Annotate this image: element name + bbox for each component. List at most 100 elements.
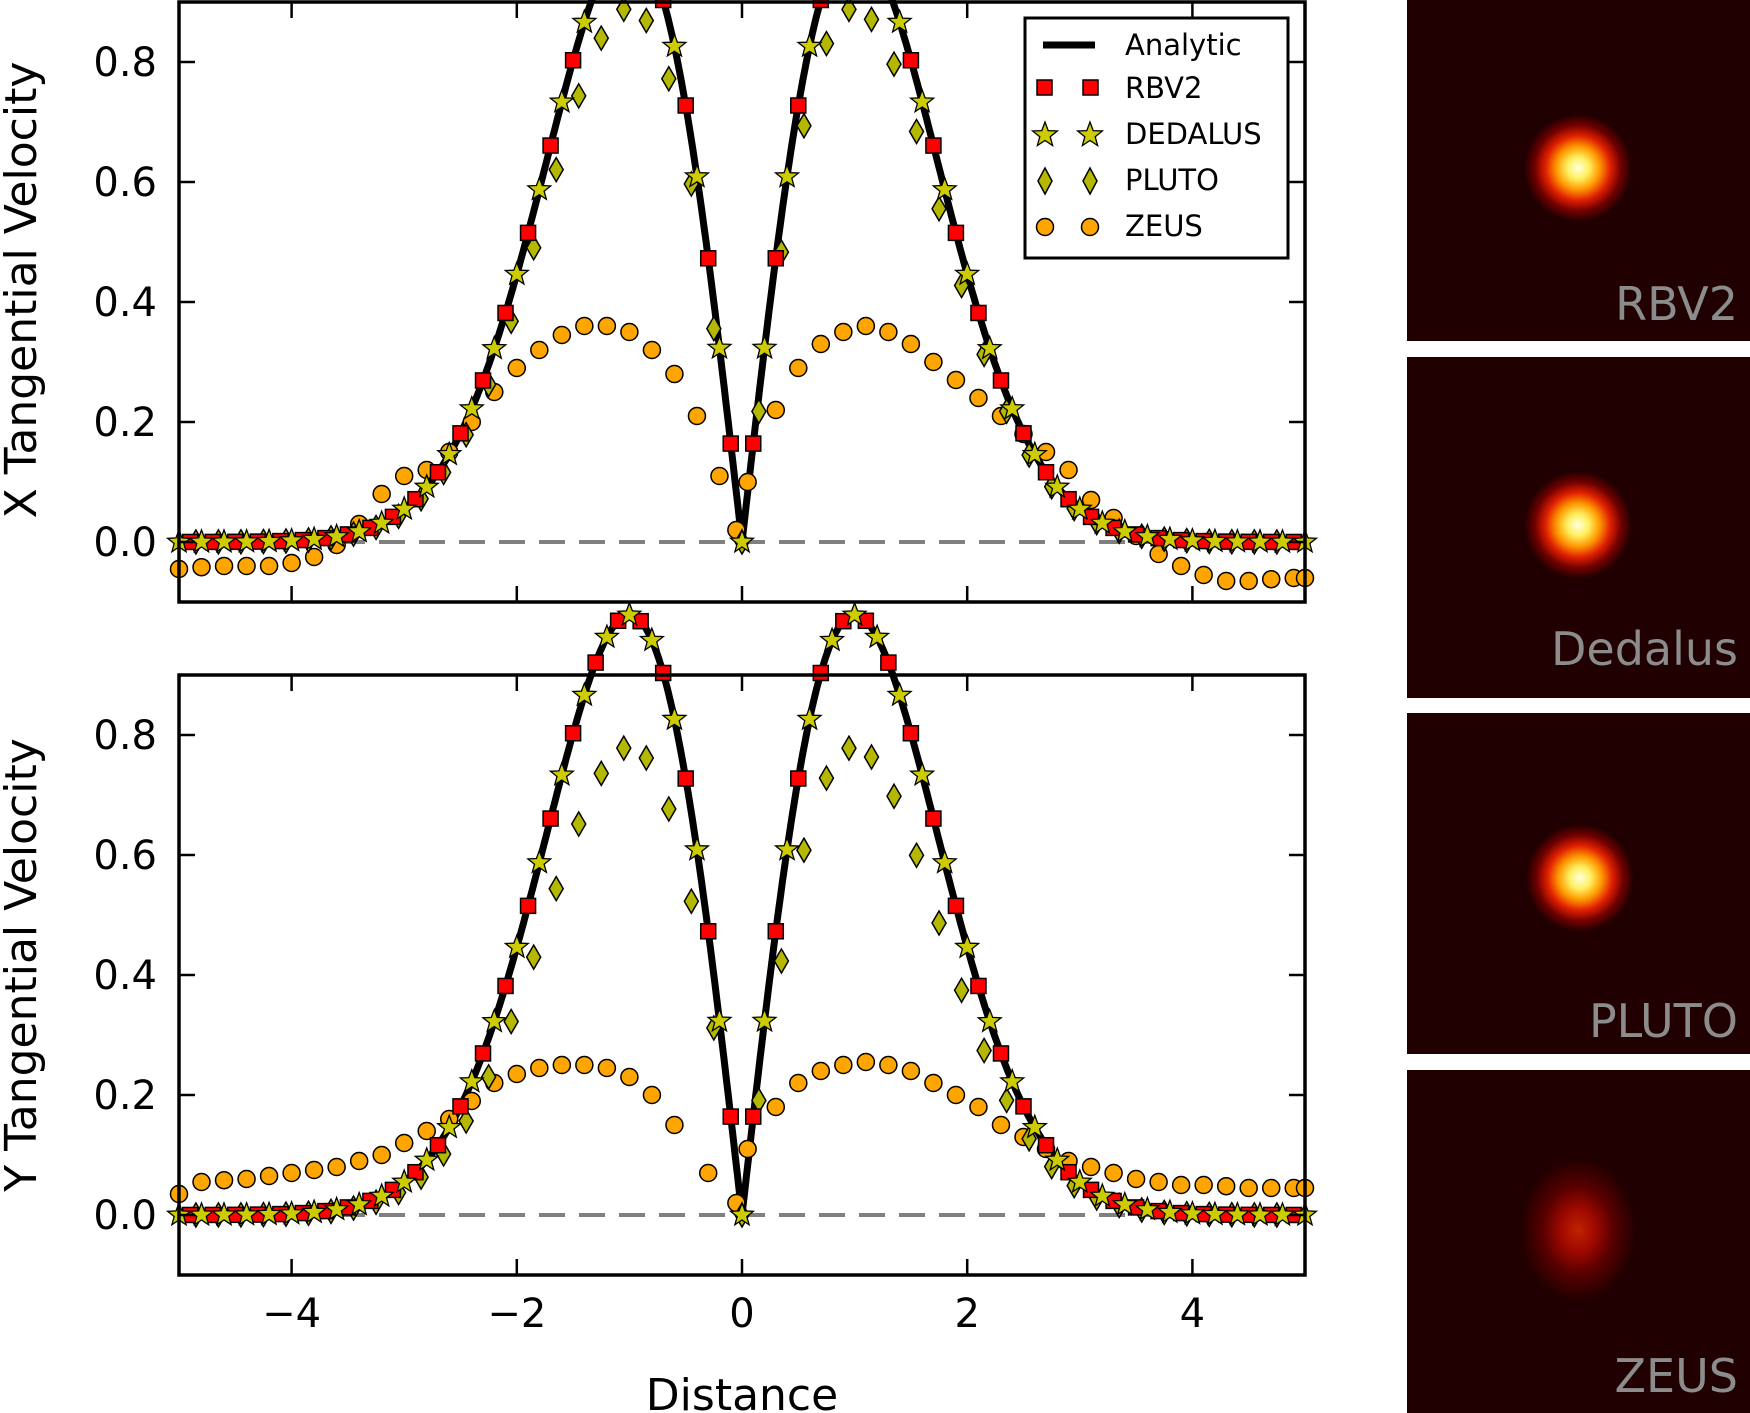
x-velocity-pluto-point: [570, 82, 587, 110]
y-velocity-pluto-point: [998, 1086, 1015, 1114]
y-velocity-rbv2-point: [992, 1045, 1010, 1062]
y-velocity-xtick-label: 0: [729, 1291, 754, 1337]
x-velocity-zeus-point: [946, 370, 966, 390]
x-velocity-rbv2-point: [1015, 425, 1032, 442]
y-velocity-plot: 0.0 0.2 0.4 0.6 0.8 −4 −2 0 2 4 Y Tangential Velo…: [0, 601, 1319, 1413]
y-velocity-zeus-point: [372, 1145, 391, 1165]
x-velocity-zeus-point: [766, 400, 786, 420]
y-velocity-rbv2-point: [970, 977, 987, 995]
y-velocity-dedalus-point: [548, 761, 576, 787]
x-velocity-pluto-point: [841, 0, 857, 23]
y-velocity-dedalus-point: [863, 623, 891, 649]
x-velocity-ytick-label: 0.8: [93, 40, 157, 86]
x-velocity-dedalus-point: [683, 162, 711, 188]
y-velocity-zeus-point: [214, 1170, 234, 1190]
y-velocity-rbv2-point: [1037, 1136, 1055, 1154]
x-velocity-zeus-point: [282, 553, 301, 573]
y-velocity-dedalus-point: [683, 835, 711, 861]
legend-dedalus-marker: [1030, 120, 1060, 147]
y-velocity-ytick-label: 0.2: [93, 1073, 157, 1119]
y-velocity-zeus-point: [394, 1133, 414, 1153]
y-velocity-zeus-point: [575, 1055, 594, 1075]
x-velocity-dedalus-point: [1224, 527, 1251, 553]
x-velocity-dedalus-point: [908, 88, 936, 114]
x-velocity-pluto-point: [660, 65, 677, 93]
y-velocity-rbv2-point: [587, 654, 604, 671]
x-velocity-zeus-point: [969, 388, 988, 408]
y-velocity-zeus-point: [879, 1055, 898, 1075]
x-velocity-dedalus-point: [1111, 517, 1139, 543]
legend-zeus-marker-1: [1035, 217, 1055, 237]
x-velocity-dedalus-point: [1156, 525, 1184, 551]
x-velocity-dedalus-point: [571, 8, 598, 34]
y-velocity-rbv2-point: [790, 770, 807, 787]
x-velocity-rbv2-point: [497, 304, 514, 322]
x-velocity-zeus-point: [1171, 556, 1191, 576]
y-velocity-dedalus-point: [1269, 1201, 1296, 1227]
y-velocity-zeus-point: [1149, 1172, 1168, 1192]
x-velocity-rbv2-point: [542, 137, 559, 154]
y-velocity-dedalus-point: [345, 1190, 373, 1216]
x-velocity-dedalus-point: [210, 528, 238, 554]
y-velocity-dedalus-point: [1044, 1146, 1071, 1172]
y-velocity-dedalus-point: [773, 835, 801, 861]
distance-xlabel: Distance: [646, 1370, 838, 1413]
x-velocity-zeus-point: [924, 352, 943, 372]
y-velocity-ticks: 0.0 0.2 0.4 0.6 0.8 −4 −2 0 2 4: [93, 675, 1305, 1337]
y-velocity-dedalus-point: [413, 1146, 440, 1172]
x-velocity-zeus-point: [738, 472, 757, 492]
y-velocity-xtick-label: 2: [954, 1291, 979, 1337]
x-velocity-dedalus-point: [751, 334, 778, 360]
legend-rbv2-marker-2: [1082, 79, 1099, 96]
x-velocity-zeus-point: [259, 556, 279, 576]
y-velocity-dedalus-point: [1111, 1190, 1139, 1216]
x-velocity-dedalus-point: [773, 162, 801, 188]
panel-rbv2-blob: [1524, 114, 1632, 222]
y-velocity-ylabel: Y Tangential Velocity: [0, 738, 47, 1192]
y-velocity-dedalus-point: [638, 626, 666, 652]
x-velocity-dedalus-point: [323, 522, 350, 548]
x-velocity-pluto-point: [593, 24, 610, 52]
y-velocity-rbv2-point: [519, 897, 537, 915]
x-velocity-dedalus-point: [526, 175, 553, 201]
x-velocity-plot: 0.0 0.2 0.4 0.6 0.8 X Tangential Velocity An…: [0, 0, 1319, 604]
y-velocity-dedalus-point: [526, 848, 553, 874]
x-velocity-dedalus-point: [436, 440, 463, 466]
y-velocity-xtick-label: −2: [487, 1291, 546, 1337]
x-velocity-dedalus-point: [503, 260, 530, 286]
y-velocity-dedalus-point: [571, 681, 598, 707]
y-velocity-pluto-point: [458, 1107, 474, 1135]
x-velocity-pluto-point: [886, 50, 902, 78]
y-velocity-zeus-point: [834, 1055, 853, 1075]
y-velocity-dedalus-point: [976, 1007, 1003, 1033]
x-velocity-dedalus-point: [706, 334, 733, 360]
legend-dedalus-label: DEDALUS: [1125, 117, 1262, 151]
y-velocity-dedalus-point: [1021, 1113, 1048, 1139]
y-velocity-xtick-label: −4: [262, 1291, 321, 1337]
y-velocity-pluto-point: [525, 943, 542, 971]
y-velocity-dedalus-point: [391, 1168, 418, 1194]
y-velocity-dedalus-point: [210, 1201, 238, 1227]
x-velocity-dedalus-point: [188, 528, 215, 554]
y-velocity-dedalus-point: [908, 761, 936, 787]
x-velocity-zeus-point: [530, 340, 549, 360]
x-velocity-dedalus-point: [931, 175, 958, 201]
y-velocity-rbv2-point: [474, 1045, 492, 1062]
x-velocity-zeus-point: [811, 334, 831, 354]
y-velocity-rbv2-point: [1015, 1098, 1032, 1115]
x-velocity-zeus-point: [575, 316, 594, 336]
x-velocity-zeus-point: [507, 358, 527, 378]
y-velocity-dedalus-point: [818, 626, 846, 652]
y-velocity-pluto-point: [841, 734, 857, 762]
panel-pluto-blob: [1526, 824, 1634, 932]
y-velocity-pluto-point: [548, 875, 565, 903]
x-velocity-dedalus-point: [278, 526, 305, 552]
x-velocity-dedalus-point: [391, 495, 418, 521]
y-velocity-zeus-point: [530, 1058, 549, 1078]
x-velocity-dedalus-point: [345, 517, 373, 543]
y-velocity-zeus-point: [507, 1064, 527, 1084]
y-velocity-rbv2-point: [452, 1098, 469, 1115]
y-velocity-dedalus-point: [255, 1200, 283, 1226]
x-velocity-rbv2-point: [407, 490, 424, 508]
y-velocity-dedalus-point: [1201, 1200, 1229, 1226]
